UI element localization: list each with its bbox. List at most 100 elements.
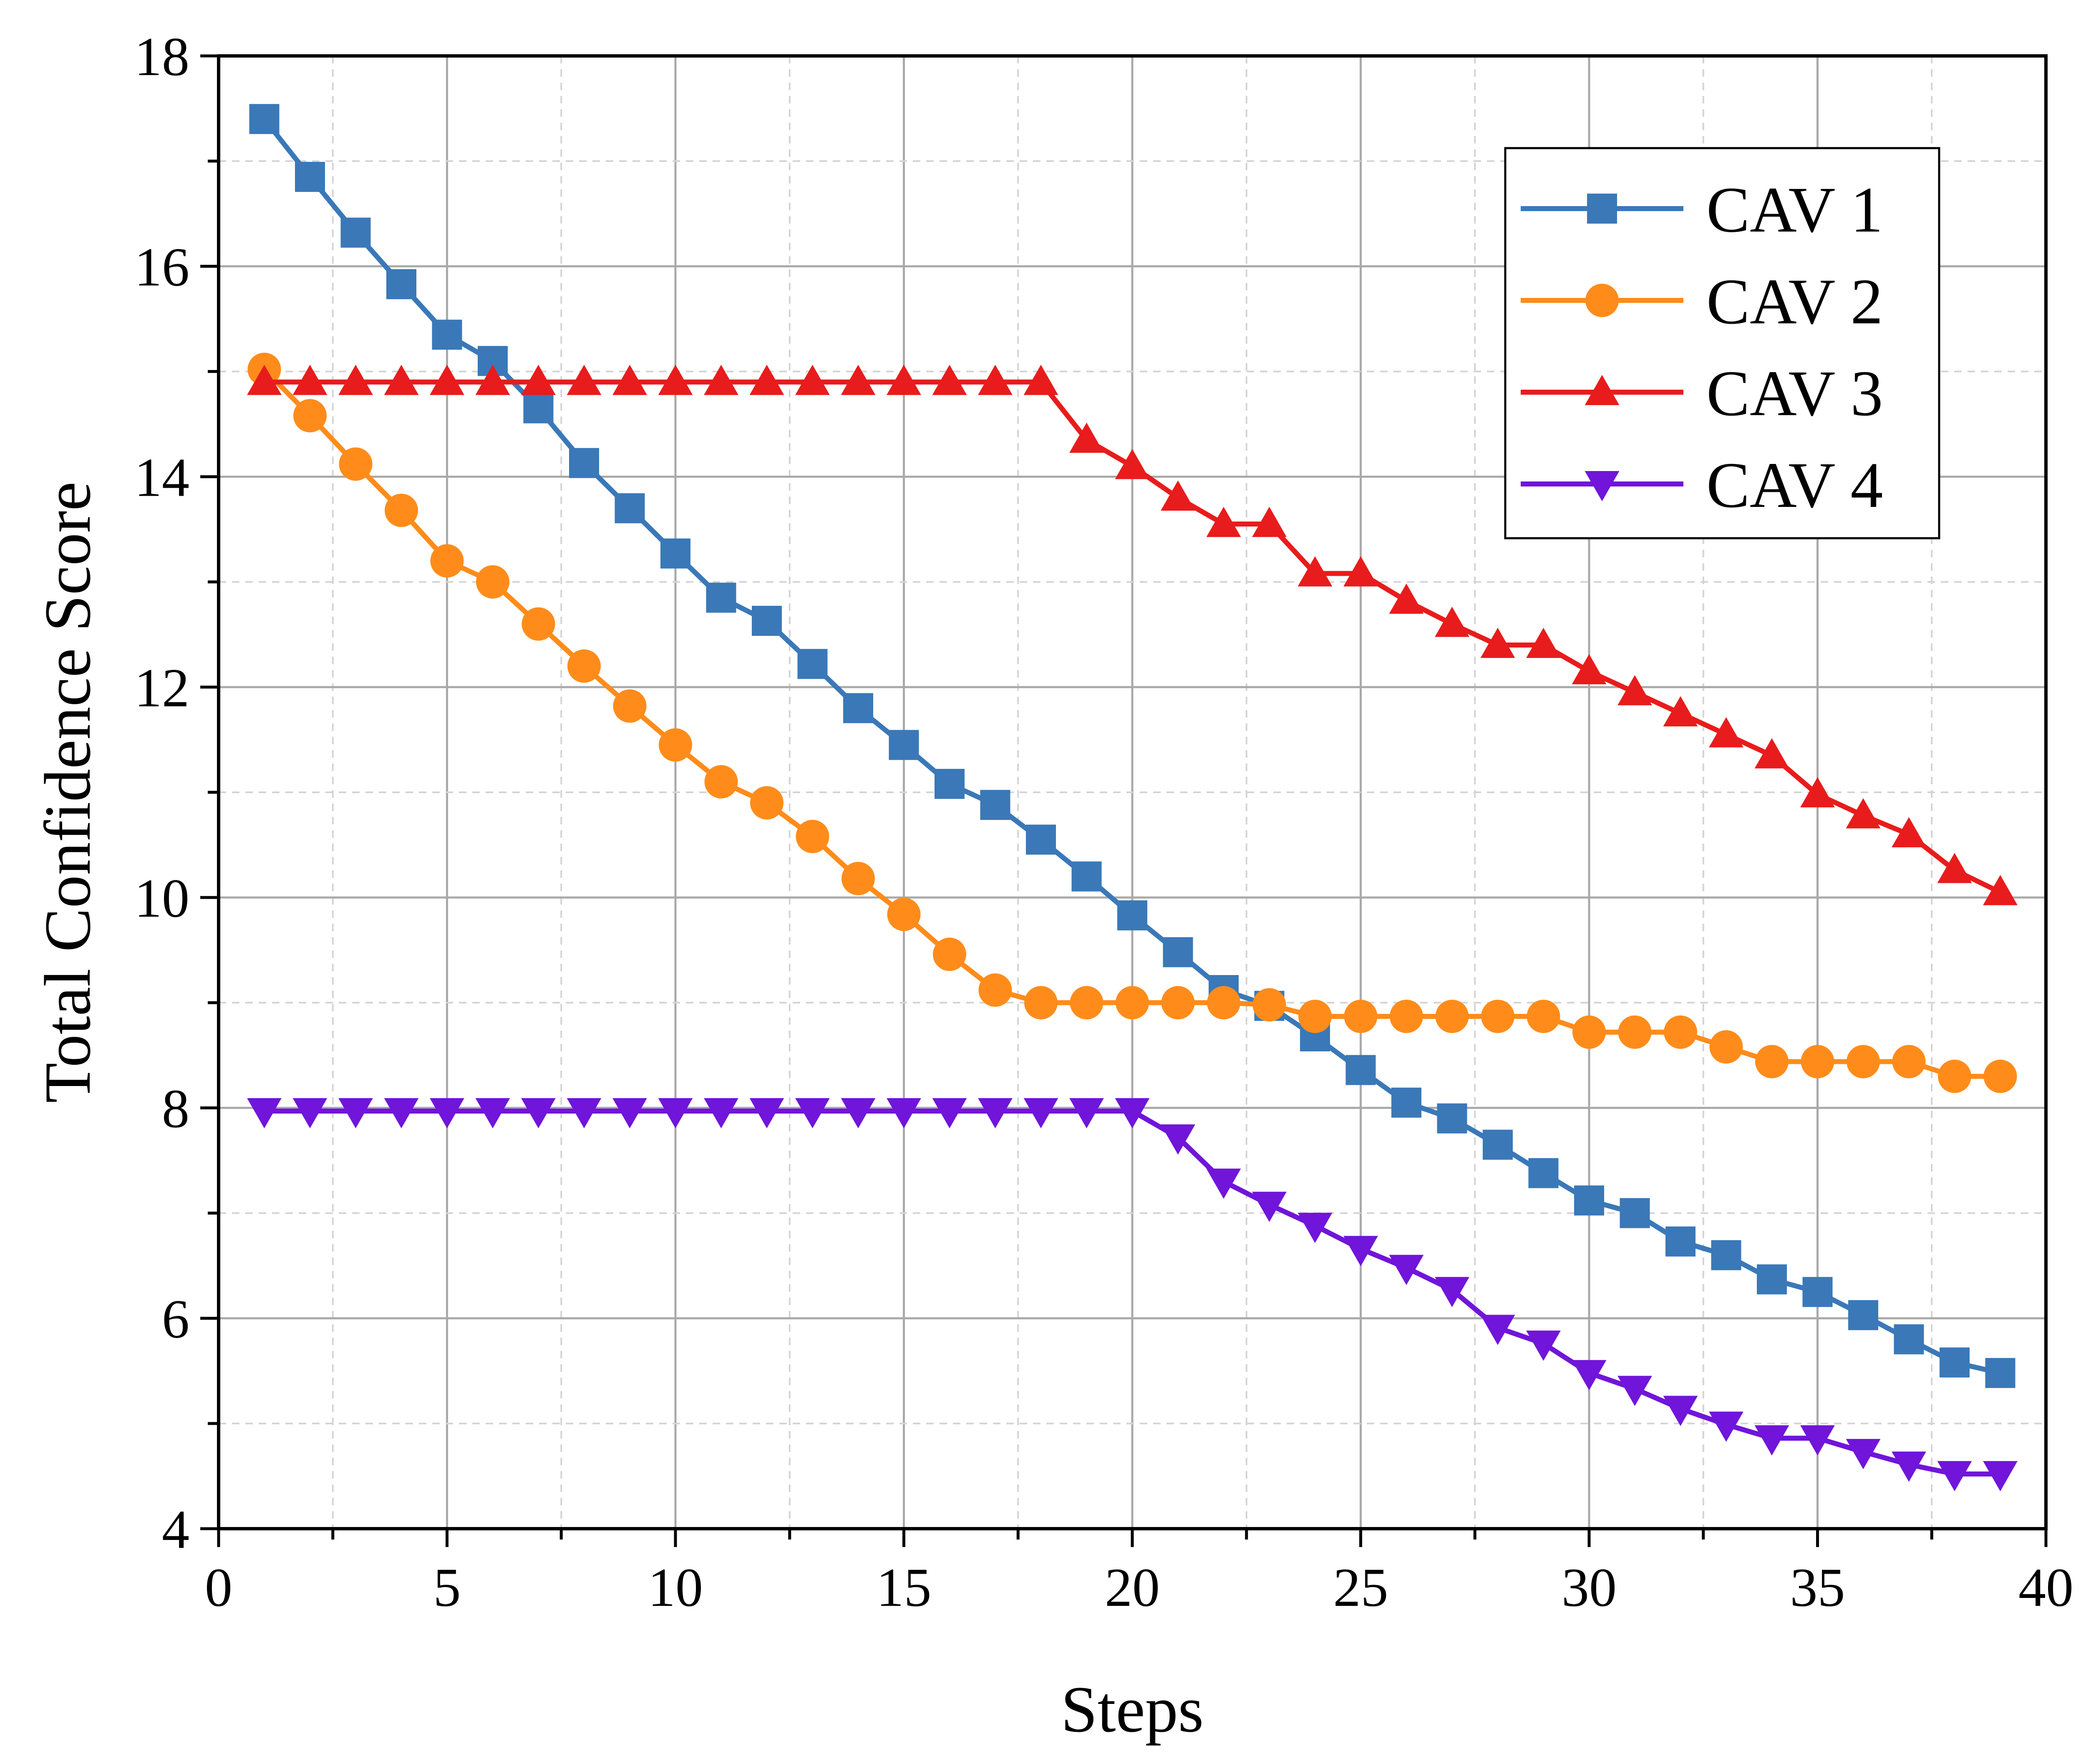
data-point <box>615 493 645 524</box>
data-point <box>521 1098 556 1129</box>
data-point <box>1983 875 2018 905</box>
data-point <box>1161 986 1195 1020</box>
y-tick-label: 12 <box>134 657 189 718</box>
data-point <box>1435 1277 1469 1308</box>
data-point <box>1709 717 1743 748</box>
data-point <box>1344 1000 1378 1033</box>
data-point <box>1757 1264 1787 1295</box>
data-point <box>338 1098 373 1129</box>
data-point <box>704 365 738 395</box>
data-point <box>749 1098 784 1129</box>
data-point <box>1023 1098 1058 1129</box>
data-point <box>521 365 556 395</box>
data-point <box>658 1098 693 1129</box>
data-point <box>1618 1015 1652 1049</box>
data-point <box>1435 1000 1469 1033</box>
legend-item: CAV 4 <box>1521 449 1883 521</box>
data-point <box>1800 777 1835 808</box>
data-point <box>1252 507 1287 537</box>
data-point <box>1711 1240 1741 1270</box>
data-point <box>932 365 967 395</box>
data-point <box>1755 1045 1789 1079</box>
data-point <box>1206 1168 1241 1199</box>
data-point <box>841 365 876 395</box>
x-tick-label: 5 <box>433 1557 461 1618</box>
data-point <box>338 365 373 395</box>
data-point <box>1620 1198 1650 1228</box>
data-point <box>247 1098 282 1129</box>
data-point <box>247 365 282 395</box>
data-point <box>978 973 1012 1007</box>
x-axis-label: Steps <box>1061 1673 1204 1746</box>
data-point <box>613 689 647 723</box>
data-point <box>1389 1255 1424 1285</box>
data-point <box>249 104 280 134</box>
data-point <box>1345 1055 1376 1085</box>
data-point <box>567 1098 602 1129</box>
legend-item: CAV 1 <box>1521 174 1883 246</box>
data-point <box>1526 627 1561 658</box>
data-point <box>978 365 1013 395</box>
y-tick-label: 8 <box>162 1078 189 1139</box>
data-point <box>1391 1087 1421 1118</box>
data-point <box>1115 449 1150 479</box>
data-point <box>887 365 921 395</box>
data-point <box>1754 1425 1789 1456</box>
data-point <box>1572 654 1607 685</box>
data-point <box>1163 937 1193 968</box>
data-point <box>1617 675 1652 706</box>
data-point <box>1161 1124 1195 1155</box>
data-point <box>978 1098 1013 1129</box>
data-point <box>660 538 690 569</box>
data-point <box>796 819 829 853</box>
data-point <box>612 365 647 395</box>
data-point <box>749 365 784 395</box>
data-point <box>1528 1158 1559 1188</box>
data-point <box>1069 422 1104 453</box>
legend-label: CAV 3 <box>1706 357 1883 429</box>
data-point <box>386 269 416 300</box>
data-point <box>1663 1396 1698 1426</box>
data-point <box>475 1098 510 1129</box>
data-point <box>339 447 373 481</box>
data-point <box>612 1098 647 1129</box>
x-tick-label: 30 <box>1562 1557 1617 1618</box>
data-point <box>475 365 510 395</box>
data-point <box>1801 1045 1834 1079</box>
legend-marker <box>1587 194 1617 224</box>
data-point <box>1023 365 1058 395</box>
data-point <box>1161 480 1195 511</box>
data-point <box>1663 696 1698 726</box>
x-tick-label: 25 <box>1333 1557 1388 1618</box>
data-point <box>1983 1059 2017 1093</box>
data-point <box>659 728 692 762</box>
data-point <box>1983 1461 2018 1492</box>
data-point <box>843 693 873 723</box>
data-point <box>1343 556 1378 587</box>
data-point <box>1526 1331 1561 1361</box>
data-point <box>1846 1439 1881 1469</box>
data-point <box>430 544 464 578</box>
data-point <box>1206 507 1241 537</box>
data-point <box>567 365 602 395</box>
data-point <box>933 937 966 971</box>
data-point <box>841 862 875 895</box>
data-point <box>889 730 919 760</box>
data-point <box>1252 988 1286 1022</box>
legend-items: CAV 1 CAV 2 CAV 3 CAV 4 <box>1521 174 1883 521</box>
data-point <box>1572 1360 1607 1391</box>
data-point <box>1847 1045 1880 1079</box>
data-point <box>1069 1098 1104 1129</box>
data-point <box>293 399 327 433</box>
y-tick-label: 6 <box>162 1288 189 1350</box>
series-2 <box>247 353 2017 1093</box>
data-point <box>750 786 784 820</box>
data-point <box>658 365 693 395</box>
data-point <box>1937 853 1972 883</box>
legend-item: CAV 2 <box>1521 265 1883 338</box>
data-point <box>1437 1103 1467 1134</box>
data-point <box>384 365 419 395</box>
x-tick-label: 40 <box>2018 1557 2073 1618</box>
data-point <box>1709 1411 1743 1442</box>
